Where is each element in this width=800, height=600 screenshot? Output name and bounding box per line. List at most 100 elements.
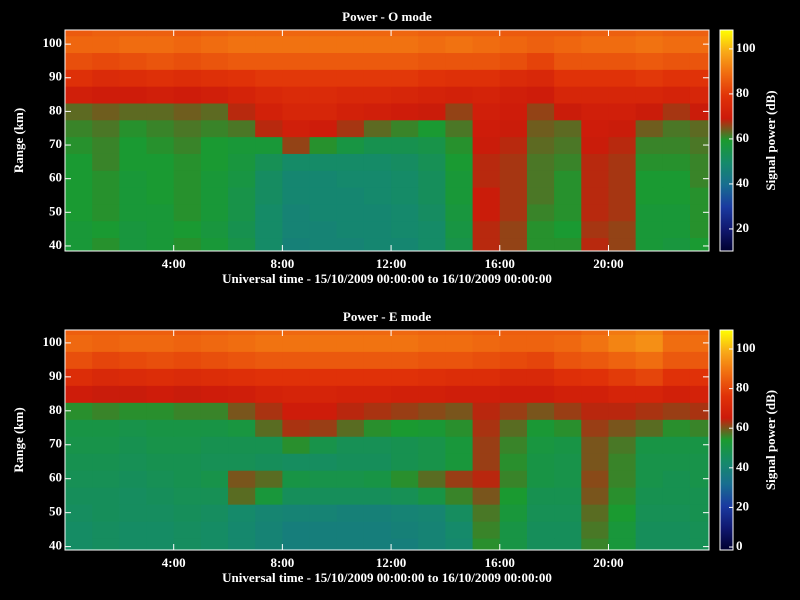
heatmap-cell xyxy=(418,119,446,138)
heatmap-cell xyxy=(391,504,419,522)
heatmap-cell xyxy=(662,351,691,369)
heatmap-cell xyxy=(418,86,446,104)
heatmap-cell xyxy=(499,436,528,454)
heatmap-cell xyxy=(282,170,311,188)
heatmap-cell xyxy=(146,538,175,550)
heatmap-cell xyxy=(228,504,256,522)
heatmap-cell xyxy=(228,237,256,251)
heatmap-cell xyxy=(662,237,691,251)
heatmap-cell xyxy=(173,330,202,335)
heatmap-cell xyxy=(119,69,148,87)
heatmap-cell xyxy=(65,203,93,222)
heatmap-cell xyxy=(65,330,93,335)
colorbar-tick-label: 80 xyxy=(736,380,749,395)
heatmap-cell xyxy=(363,521,392,539)
heatmap-cell xyxy=(581,330,609,335)
heatmap-cell xyxy=(282,538,311,550)
heatmap-cell xyxy=(119,102,148,121)
heatmap-cell xyxy=(662,487,691,505)
heatmap-cell xyxy=(445,220,474,239)
heatmap-cell xyxy=(391,170,419,188)
heatmap-cell xyxy=(363,351,392,369)
heatmap-cell xyxy=(255,402,283,420)
heatmap-cell xyxy=(554,538,582,550)
heatmap-cell xyxy=(92,187,120,205)
heatmap-cell xyxy=(228,538,256,550)
heatmap-cell xyxy=(635,119,664,138)
y-axis-label: Range (km) xyxy=(11,108,26,173)
heatmap-cell xyxy=(635,402,664,420)
heatmap-cell xyxy=(608,351,637,369)
heatmap-cell xyxy=(635,69,664,87)
heatmap-cell xyxy=(200,187,229,205)
heatmap-cell xyxy=(554,402,582,420)
x-tick-label: 16:00 xyxy=(485,256,515,271)
x-axis-label: Universal time - 15/10/2009 00:00:00 to … xyxy=(222,570,552,585)
heatmap-cell xyxy=(635,419,664,437)
heatmap-cell xyxy=(662,402,691,420)
heatmap-cell xyxy=(146,521,175,539)
heatmap-cell xyxy=(635,351,664,369)
heatmap-cell xyxy=(635,170,664,188)
heatmap-cell xyxy=(255,453,283,471)
heatmap-cell xyxy=(662,35,691,54)
heatmap-cell xyxy=(119,402,148,420)
heatmap-cell xyxy=(363,35,392,54)
heatmap-cell xyxy=(554,521,582,539)
y-tick-label: 70 xyxy=(49,436,62,451)
heatmap-cell xyxy=(499,351,528,369)
heatmap-cell xyxy=(472,368,501,386)
heatmap-cell xyxy=(255,187,283,205)
heatmap-cell xyxy=(228,453,256,471)
heatmap-cell xyxy=(662,30,691,37)
heatmap-cell xyxy=(608,170,637,188)
heatmap-cell xyxy=(173,203,202,222)
heatmap-cell xyxy=(363,203,392,222)
heatmap-cell xyxy=(472,203,501,222)
heatmap-cell xyxy=(608,470,637,488)
heatmap-cell xyxy=(662,385,691,403)
heatmap-cell xyxy=(608,402,637,420)
heatmap-cell xyxy=(418,153,446,171)
heatmap-cell xyxy=(472,470,501,488)
heatmap-cell xyxy=(173,453,202,471)
heatmap-cell xyxy=(499,69,528,87)
x-tick-label: 12:00 xyxy=(376,555,406,570)
heatmap-cell xyxy=(309,351,338,369)
heatmap-cell xyxy=(472,35,501,54)
heatmap-cell xyxy=(146,35,175,54)
heatmap-cell xyxy=(418,136,446,154)
heatmap-cell xyxy=(336,504,365,522)
heatmap-cell xyxy=(200,52,229,70)
heatmap-cell xyxy=(499,52,528,70)
colorbar-tick-label: 80 xyxy=(736,85,749,100)
heatmap-cell xyxy=(608,436,637,454)
heatmap-cell xyxy=(92,504,120,522)
colorbar-label: Signal power (dB) xyxy=(763,90,778,190)
heatmap-cell xyxy=(499,35,528,54)
heatmap-cell xyxy=(65,419,93,437)
heatmap-cell xyxy=(689,330,709,335)
heatmap-cell xyxy=(255,351,283,369)
heatmap-cell xyxy=(92,538,120,550)
heatmap-cell xyxy=(554,436,582,454)
heatmap-cell xyxy=(391,69,419,87)
heatmap-cell xyxy=(526,203,555,222)
x-tick-label: 16:00 xyxy=(485,555,515,570)
heatmap-cell xyxy=(608,521,637,539)
heatmap-cell xyxy=(146,368,175,386)
heatmap-cell xyxy=(499,521,528,539)
heatmap-cell xyxy=(228,436,256,454)
heatmap-cell xyxy=(336,203,365,222)
heatmap-cell xyxy=(173,35,202,54)
heatmap-cell xyxy=(200,170,229,188)
heatmap-cell xyxy=(608,538,637,550)
heatmap-cell xyxy=(689,30,709,37)
heatmap-cell xyxy=(526,102,555,121)
heatmap-cell xyxy=(255,237,283,251)
heatmap-cell xyxy=(173,351,202,369)
heatmap-cell xyxy=(228,368,256,386)
heatmap-cell xyxy=(418,351,446,369)
heatmap-cell xyxy=(146,453,175,471)
